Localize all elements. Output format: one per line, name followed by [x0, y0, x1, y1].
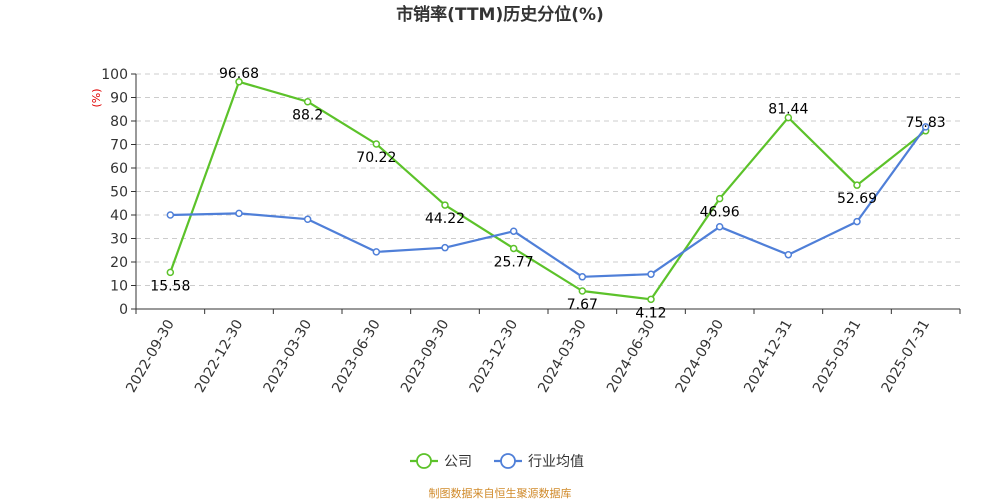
y-tick-label: 30: [110, 232, 128, 248]
series-line-0: [169, 80, 927, 301]
data-label: 75.83: [906, 115, 946, 131]
data-label: 96.68: [219, 66, 259, 82]
chart-title: 市销率(TTM)历史分位(%): [396, 4, 604, 25]
data-point: [303, 215, 312, 223]
y-tick-label: 40: [110, 208, 128, 224]
data-label: 88.2: [292, 108, 323, 124]
y-tick-label: 90: [110, 91, 128, 107]
data-point: [303, 97, 312, 106]
y-tick-label: 0: [119, 302, 128, 318]
y-ticks: 0 10 20 30 40 50 60 70 80 90 100: [101, 67, 136, 318]
legend-marker-icon: [500, 453, 516, 469]
legend-label: 行业均值: [528, 454, 584, 470]
data-label: 81.44: [768, 102, 808, 118]
data-point: [441, 201, 449, 209]
data-point: [853, 181, 861, 189]
data-point: [784, 250, 793, 259]
data-point: [853, 217, 861, 226]
data-point: [921, 123, 930, 131]
legend-label: 公司: [444, 454, 472, 470]
x-tick-label: 2022-09-30: [123, 317, 178, 395]
x-tick-label: 2025-03-31: [810, 317, 865, 395]
x-tick-label: 2024-09-30: [673, 317, 728, 395]
source-note: 制图数据来自恒生聚源数据库: [429, 486, 572, 500]
y-tick-label: 50: [110, 185, 128, 201]
series-line-1: [170, 126, 927, 278]
y-tick-label: 80: [110, 114, 128, 130]
data-point: [715, 223, 724, 231]
grid: [136, 73, 960, 286]
data-point: [372, 140, 381, 148]
data-point: [647, 270, 655, 278]
data-point: [578, 273, 587, 281]
x-tick-label: 2025-07-31: [879, 317, 934, 395]
x-tick-label: 2024-06-30: [604, 317, 659, 395]
data-point: [509, 244, 518, 253]
y-tick-label: 20: [110, 255, 128, 271]
x-tick-label: 2023-06-30: [329, 317, 384, 395]
data-point: [235, 209, 243, 218]
data-point: [784, 113, 793, 122]
y-axis-label: (%): [90, 88, 103, 107]
data-point: [166, 211, 175, 219]
x-tick-label: 2024-12-31: [741, 317, 796, 395]
data-label: 7.67: [567, 297, 598, 313]
data-label: 4.12: [635, 305, 666, 321]
data-label: 52.69: [837, 191, 877, 207]
data-point: [166, 268, 175, 277]
data-label: 70.22: [356, 150, 396, 166]
x-tick-label: 2023-09-30: [398, 317, 453, 395]
data-point: [715, 194, 724, 203]
data-label: 46.96: [700, 205, 740, 221]
legend-item-1[interactable]: 行业均值: [494, 453, 584, 470]
x-tick-label: 2023-03-30: [261, 317, 316, 395]
data-point: [372, 248, 381, 256]
data-labels: 15.58 96.68 88.2 70.22 44.22 25.77 7.67 4.12 46.…: [150, 66, 945, 322]
y-tick-label: 60: [110, 161, 128, 177]
data-point: [578, 287, 587, 295]
y-tick-label: 10: [110, 279, 128, 295]
data-point: [235, 78, 243, 86]
series-group: [166, 78, 930, 304]
legend-marker-icon: [416, 453, 432, 469]
x-tick-label: 2024-03-30: [535, 317, 590, 395]
legend[interactable]: 公司 行业均值: [410, 453, 584, 470]
data-point: [441, 243, 449, 252]
y-tick-label: 70: [110, 138, 128, 154]
data-label: 15.58: [150, 278, 190, 294]
data-label: 44.22: [425, 211, 465, 227]
x-tick-label: 2022-12-30: [192, 317, 247, 395]
data-point: [509, 227, 518, 235]
x-tick-label: 2023-12-30: [467, 317, 522, 395]
y-tick-label: 100: [101, 67, 128, 83]
data-label: 25.77: [494, 254, 534, 270]
data-point: [647, 295, 655, 304]
x-ticks: 2022-09-30 2022-12-30 2023-03-30 2023-06-30…: [123, 309, 961, 395]
legend-item-0[interactable]: 公司: [410, 453, 472, 470]
